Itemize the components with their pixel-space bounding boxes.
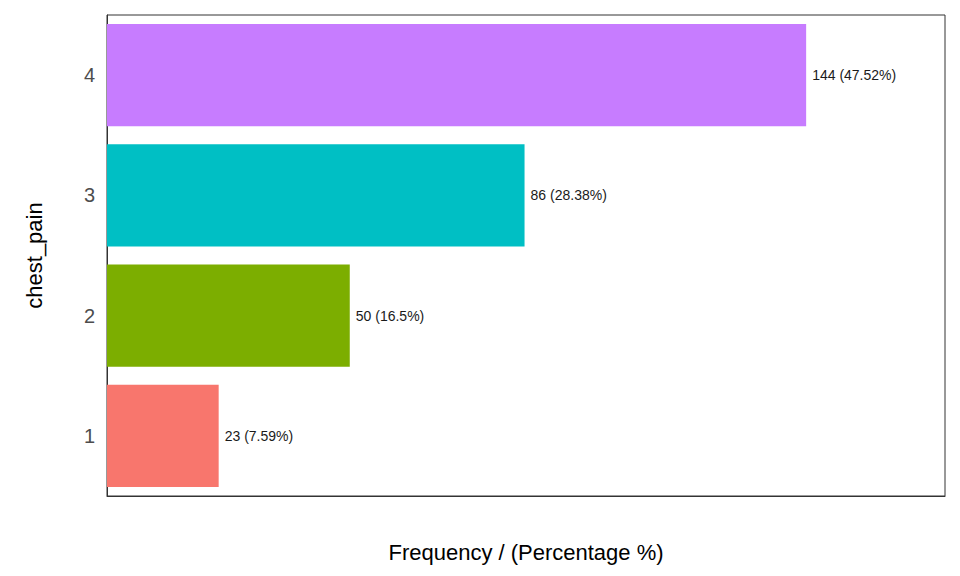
svg-text:50 (16.5%): 50 (16.5%) bbox=[356, 308, 424, 324]
svg-text:Frequency / (Percentage %): Frequency / (Percentage %) bbox=[388, 540, 663, 565]
svg-text:4: 4 bbox=[84, 64, 95, 86]
svg-text:3: 3 bbox=[84, 184, 95, 206]
svg-text:86 (28.38%): 86 (28.38%) bbox=[531, 187, 607, 203]
svg-text:23 (7.59%): 23 (7.59%) bbox=[225, 428, 293, 444]
svg-text:chest_pain: chest_pain bbox=[22, 202, 47, 308]
svg-text:144 (47.52%): 144 (47.52%) bbox=[812, 67, 896, 83]
svg-text:1: 1 bbox=[84, 425, 95, 447]
svg-text:2: 2 bbox=[84, 305, 95, 327]
